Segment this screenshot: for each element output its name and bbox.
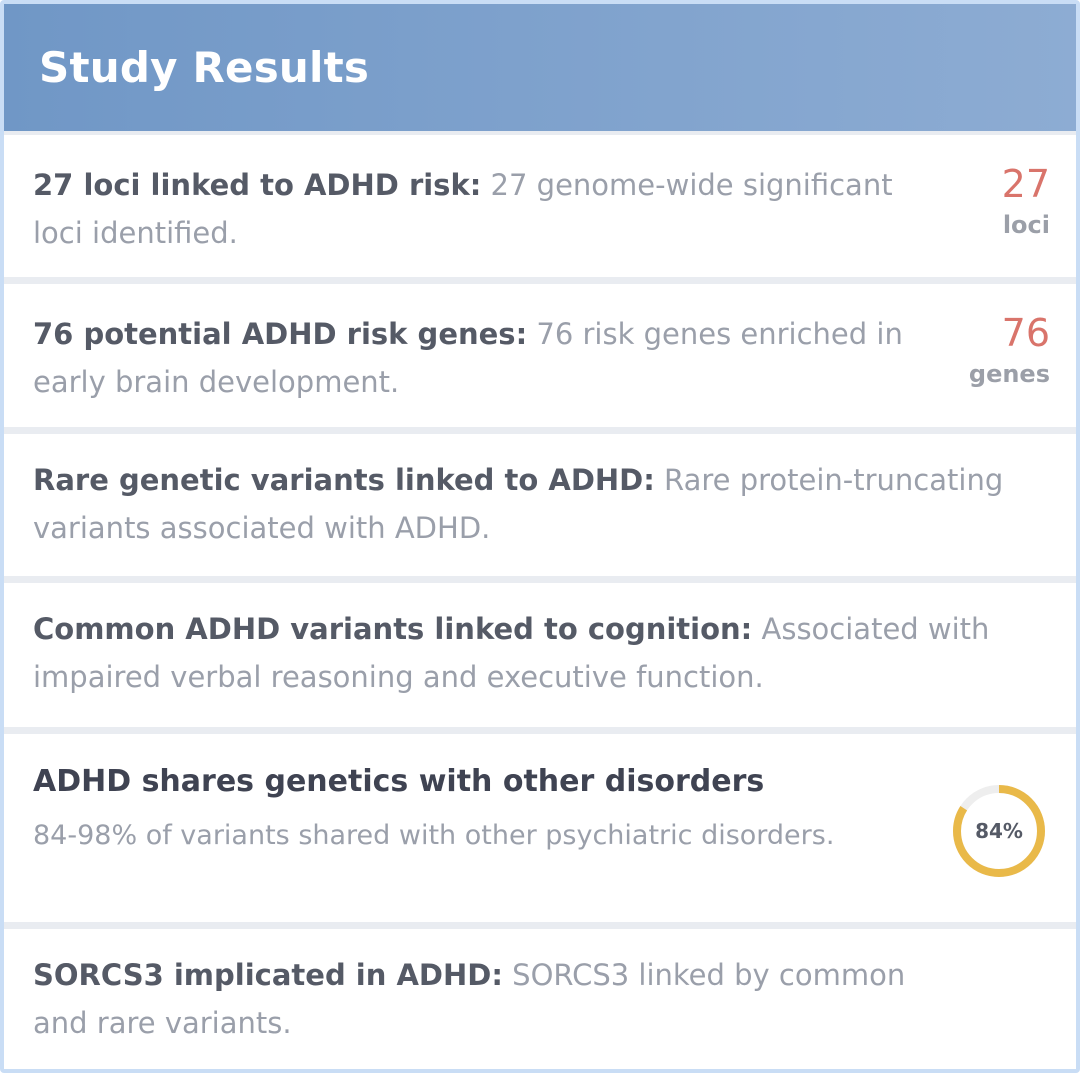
stat-unit: loci xyxy=(1002,211,1050,239)
result-lead: 27 loci linked to ADHD risk: xyxy=(33,168,482,202)
progress-ring-label: 84% xyxy=(975,819,1023,843)
card-header: Study Results xyxy=(4,4,1076,131)
result-lead: Rare genetic variants linked to ADHD: xyxy=(33,463,655,497)
card-title: Study Results xyxy=(39,43,370,92)
result-title: ADHD shares genetics with other disorder… xyxy=(33,764,765,799)
result-subtitle: 84-98% of variants shared with other psy… xyxy=(33,820,835,851)
stat-value: 76 xyxy=(1001,311,1050,355)
stat-block: 76 genes xyxy=(969,308,1050,388)
result-item-cognition: Common ADHD variants linked to cognition… xyxy=(4,583,1076,727)
stat-unit: genes xyxy=(968,360,1050,388)
stat-value: 27 xyxy=(1001,162,1050,206)
progress-ring: 84% xyxy=(953,785,1045,877)
result-item-loci: 27 loci linked to ADHD risk: 27 genome-w… xyxy=(4,135,1076,277)
result-item-sorcs3: SORCS3 implicated in ADHD: SORCS3 linked… xyxy=(4,929,1076,1069)
result-lead: SORCS3 implicated in ADHD: xyxy=(33,958,503,992)
result-text: 76 potential ADHD risk genes: 76 risk ge… xyxy=(33,310,933,406)
result-description: 76 risk genes enriched in early brain de… xyxy=(33,317,903,399)
result-item-shared-genetics: ADHD shares genetics with other disorder… xyxy=(4,734,1076,922)
progress-ring-arc xyxy=(953,785,1045,877)
result-lead: Common ADHD variants linked to cognition… xyxy=(33,612,753,646)
result-text: SORCS3 implicated in ADHD: SORCS3 linked… xyxy=(33,951,933,1047)
result-description: Associated with impaired verbal reasonin… xyxy=(33,612,990,694)
stat-block: 27 loci xyxy=(1002,159,1050,239)
result-text: Rare genetic variants linked to ADHD: Ra… xyxy=(33,456,1033,552)
result-description: 27 genome-wide significant loci identifi… xyxy=(33,168,893,250)
result-description: SORCS3 linked by common and rare variant… xyxy=(33,958,906,1040)
result-text: Common ADHD variants linked to cognition… xyxy=(33,605,1033,701)
result-item-rare-variants: Rare genetic variants linked to ADHD: Ra… xyxy=(4,434,1076,576)
result-description: Rare protein-truncating variants associa… xyxy=(33,463,1004,545)
result-item-genes: 76 potential ADHD risk genes: 76 risk ge… xyxy=(4,284,1076,427)
result-lead: 76 potential ADHD risk genes: xyxy=(33,317,528,351)
result-text: 27 loci linked to ADHD risk: 27 genome-w… xyxy=(33,161,933,257)
